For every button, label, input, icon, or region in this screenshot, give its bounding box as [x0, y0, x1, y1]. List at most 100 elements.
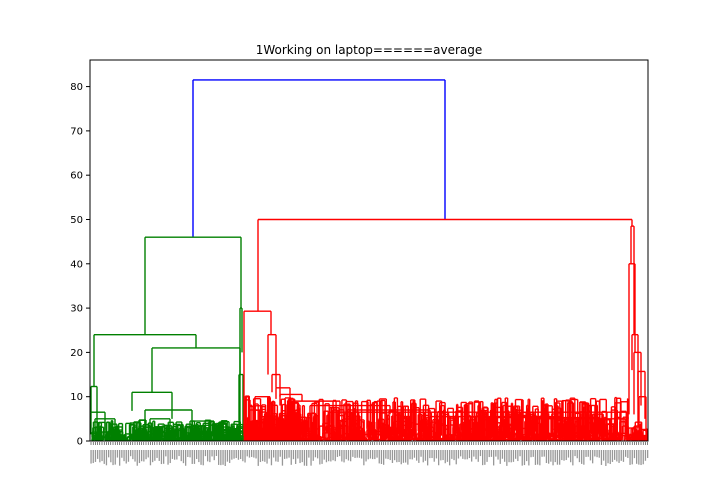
leaf-label — [130, 450, 132, 457]
leaf-label — [323, 450, 325, 460]
leaf-label — [405, 450, 407, 463]
leaf-label — [97, 450, 99, 459]
leaf-label — [152, 450, 154, 463]
leaf-label — [167, 450, 169, 465]
leaf-label — [149, 450, 152, 466]
leaf-label — [193, 450, 196, 464]
leaf-label — [301, 450, 303, 463]
leaf-label — [275, 450, 277, 462]
leaf-label — [321, 450, 323, 464]
leaf-label — [427, 450, 429, 466]
y-tick-label: 70 — [70, 126, 83, 137]
leaf-label — [101, 450, 103, 462]
leaf-label — [222, 450, 224, 465]
leaf-label — [94, 450, 97, 462]
leaf-label — [286, 450, 288, 459]
leaf-label — [226, 450, 229, 462]
leaf-label — [363, 450, 365, 466]
y-tick-label: 0 — [77, 437, 83, 448]
leaf-label — [422, 450, 424, 463]
leaf-label — [394, 450, 396, 461]
leaf-label — [209, 450, 211, 463]
leaf-label — [420, 450, 422, 457]
leaf-label — [402, 450, 405, 463]
leaf-label — [187, 450, 189, 458]
leaf-label — [380, 450, 383, 464]
leaf-label — [125, 450, 127, 464]
leaf-label — [141, 450, 143, 462]
leaf-label — [343, 450, 345, 463]
leaf-label — [220, 450, 222, 466]
leaf-label — [92, 450, 94, 464]
leaf-label — [297, 450, 299, 459]
leaf-label — [191, 450, 193, 464]
leaf-label — [224, 450, 226, 466]
leaf-label — [255, 450, 257, 459]
leaf-label — [270, 450, 273, 466]
leaf-label — [213, 450, 215, 461]
leaf-label — [277, 450, 279, 462]
leaf-label — [308, 450, 310, 458]
leaf-label — [292, 450, 295, 460]
leaf-label — [409, 450, 411, 460]
leaf-label — [290, 450, 292, 465]
leaf-label — [347, 450, 350, 461]
leaf-label — [143, 450, 145, 462]
leaf-label — [413, 450, 416, 458]
leaf-label — [268, 450, 270, 459]
leaf-label — [396, 450, 398, 463]
leaf-label — [376, 450, 378, 458]
leaf-label — [354, 450, 356, 458]
leaf-label — [185, 450, 187, 466]
leaf-label — [198, 450, 200, 463]
leaf-label — [332, 450, 334, 461]
leaf-label — [231, 450, 233, 460]
leaf-label — [215, 450, 218, 457]
leaf-label — [341, 450, 343, 462]
leaf-label — [119, 450, 121, 466]
leaf-label — [134, 450, 136, 462]
leaf-label — [251, 450, 253, 457]
leaf-label — [361, 450, 363, 459]
leaf-label — [264, 450, 266, 462]
leaf-label — [358, 450, 361, 458]
leaf-label — [123, 450, 125, 462]
leaf-label — [253, 450, 255, 458]
leaf-label — [352, 450, 354, 457]
leaf-label — [339, 450, 341, 457]
dendrogram-links — [90, 79, 648, 441]
leaf-label — [178, 450, 180, 457]
leaf-label — [334, 450, 336, 462]
leaf-label — [279, 450, 281, 457]
leaf-label — [171, 450, 174, 459]
y-axis: 0 10 20 30 40 50 60 70 80 — [70, 82, 90, 448]
leaf-label — [325, 450, 328, 463]
leaf-label — [235, 450, 237, 459]
leaf-label — [99, 450, 101, 463]
leaf-label — [114, 450, 116, 465]
y-tick-label: 80 — [70, 82, 83, 93]
leaf-label — [314, 450, 317, 458]
leaf-label — [310, 450, 312, 466]
leaf-label — [424, 450, 427, 461]
leaf-label — [204, 450, 207, 457]
leaf-label — [273, 450, 275, 458]
leaf-label — [374, 450, 376, 460]
leaf-label — [306, 450, 308, 466]
leaf-label — [207, 450, 209, 462]
leaf-label — [116, 450, 119, 458]
leaf-label — [303, 450, 306, 466]
leaf-label — [266, 450, 268, 464]
leaf-label — [262, 450, 264, 462]
leaf-label — [240, 450, 242, 459]
leaf-label — [281, 450, 284, 466]
leaf-label — [121, 450, 123, 458]
leaf-label — [174, 450, 176, 460]
leaf-label — [105, 450, 108, 466]
leaf-label — [248, 450, 251, 458]
leaf-label — [138, 450, 141, 464]
leaf-label — [330, 450, 332, 462]
leaf-label — [259, 450, 262, 463]
leaf-label — [244, 450, 246, 463]
leaf-label — [246, 450, 248, 457]
